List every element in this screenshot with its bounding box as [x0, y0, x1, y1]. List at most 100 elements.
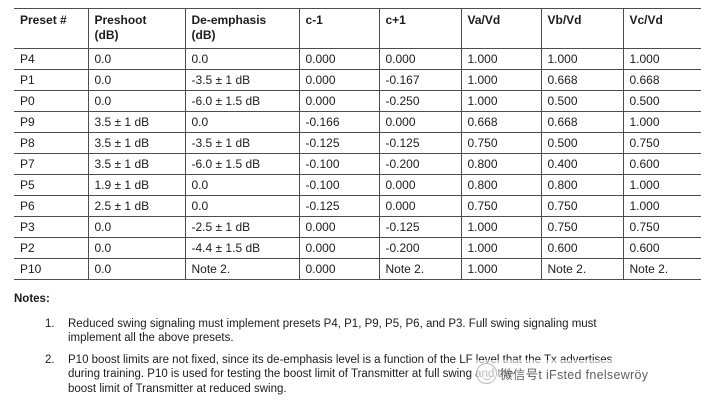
table-cell: 1.000 — [622, 111, 701, 133]
table-cell: 1.000 — [622, 174, 701, 196]
note-text: Reduced swing signaling must implement p… — [68, 317, 597, 345]
table-cell: 0.0 — [87, 90, 185, 112]
table-cell: 0.800 — [540, 174, 623, 196]
note-item: 1. Reduced swing signaling must implement… — [14, 317, 709, 346]
table-cell: 0.0 — [87, 216, 185, 238]
table-cell: -6.0 ± 1.5 dB — [184, 153, 299, 175]
table-cell: 1.000 — [460, 237, 541, 259]
table-cell: -2.5 ± 1 dB — [184, 216, 299, 238]
table-row: P5 1.9 ± 1 dB 0.0 -0.100 0.000 0.800 0.800 1.00… — [14, 174, 701, 196]
table-cell: 0.668 — [540, 69, 623, 91]
table-cell: 0.0 — [184, 48, 299, 70]
notes-section: Notes: 1. Reduced swing signaling must im… — [14, 292, 709, 403]
table-row: P6 2.5 ± 1 dB 0.0 -0.125 0.000 0.750 0.750 1.00… — [14, 195, 701, 217]
table-cell: 0.000 — [298, 258, 379, 280]
table-row: P9 3.5 ± 1 dB 0.0 -0.166 0.000 0.668 0.668 1.00… — [14, 111, 701, 133]
table-row: P2 0.0 -4.4 ± 1.5 dB 0.000 -0.200 1.000 0.600 0… — [14, 237, 701, 259]
table-cell: 0.750 — [540, 216, 623, 238]
table-cell: 1.000 — [622, 195, 701, 217]
table-cell: 1.000 — [460, 258, 541, 280]
table-cell: 0.0 — [87, 258, 185, 280]
table-cell: 0.0 — [87, 69, 185, 91]
column-header: c-1 — [298, 8, 379, 49]
table-cell: 0.0 — [184, 195, 299, 217]
table-cell: -0.125 — [378, 132, 461, 154]
column-header: Va/Vd — [460, 8, 541, 49]
column-header: Preshoot (dB) — [87, 8, 185, 49]
table-cell: -0.167 — [378, 69, 461, 91]
table-cell: 3.5 ± 1 dB — [87, 111, 185, 133]
table-cell: P4 — [14, 48, 88, 70]
table-cell: -0.250 — [378, 90, 461, 112]
table-cell: 0.000 — [378, 48, 461, 70]
table-cell: P2 — [14, 237, 88, 259]
table-row: P10 0.0 Note 2. 0.000 Note 2. 1.000 Note 2. Not… — [14, 258, 701, 280]
table-cell: 0.000 — [298, 69, 379, 91]
table-cell: Note 2. — [622, 258, 701, 280]
table-cell: 1.000 — [460, 216, 541, 238]
table-cell: 0.000 — [298, 237, 379, 259]
table-row: P4 0.0 0.0 0.000 0.000 1.000 1.000 1.000 — [14, 48, 701, 70]
table-cell: -0.200 — [378, 153, 461, 175]
column-header: Vb/Vd — [540, 8, 623, 49]
column-header: Vc/Vd — [622, 8, 701, 49]
table-cell: 1.000 — [460, 69, 541, 91]
table-cell: 1.000 — [622, 48, 701, 70]
table-cell: 0.668 — [622, 69, 701, 91]
column-header: c+1 — [378, 8, 461, 49]
table-cell: -0.200 — [378, 237, 461, 259]
table-cell: P10 — [14, 258, 88, 280]
table-cell: P5 — [14, 174, 88, 196]
table-row: P0 0.0 -6.0 ± 1.5 dB 0.000 -0.250 1.000 0.500 0… — [14, 90, 701, 112]
table-cell: 0.750 — [460, 132, 541, 154]
table-cell: 0.400 — [540, 153, 623, 175]
table-cell: Note 2. — [378, 258, 461, 280]
table-cell: 0.0 — [87, 237, 185, 259]
table-cell: 0.0 — [184, 111, 299, 133]
table-cell: 1.9 ± 1 dB — [87, 174, 185, 196]
table-cell: 0.000 — [298, 90, 379, 112]
notes-list: 1. Reduced swing signaling must implement… — [14, 317, 709, 397]
table-cell: P3 — [14, 216, 88, 238]
table-cell: -0.125 — [378, 216, 461, 238]
table-cell: P9 — [14, 111, 88, 133]
table-row: P8 3.5 ± 1 dB -3.5 ± 1 dB -0.125 -0.125 0.750… — [14, 132, 701, 154]
table-cell: P7 — [14, 153, 88, 175]
table-cell: 0.000 — [378, 174, 461, 196]
table-cell: 0.000 — [378, 195, 461, 217]
table-cell: -0.125 — [298, 195, 379, 217]
table-cell: 3.5 ± 1 dB — [87, 132, 185, 154]
note-item: 2. P10 boost limits are not fixed, since … — [14, 353, 709, 397]
table-cell: 0.000 — [378, 111, 461, 133]
table-cell: 0.0 — [184, 174, 299, 196]
table-row: P7 3.5 ± 1 dB -6.0 ± 1.5 dB -0.100 -0.200 0.8… — [14, 153, 701, 175]
column-header: Preset # — [14, 8, 88, 49]
table-cell: 1.000 — [460, 48, 541, 70]
table-cell: 0.750 — [460, 195, 541, 217]
table-cell: 0.000 — [298, 48, 379, 70]
table-cell: P1 — [14, 69, 88, 91]
table-cell: -3.5 ± 1 dB — [184, 69, 299, 91]
table-cell: Note 2. — [540, 258, 623, 280]
table-row: P3 0.0 -2.5 ± 1 dB 0.000 -0.125 1.000 0.750 0.7… — [14, 216, 701, 238]
column-header: De-emphasis (dB) — [184, 8, 299, 49]
table-cell: P8 — [14, 132, 88, 154]
table-cell: 0.800 — [460, 153, 541, 175]
table-cell: 0.500 — [540, 90, 623, 112]
table-cell: 0.500 — [540, 132, 623, 154]
table-cell: -4.4 ± 1.5 dB — [184, 237, 299, 259]
table-cell: -6.0 ± 1.5 dB — [184, 90, 299, 112]
table-cell: 0.668 — [540, 111, 623, 133]
table-cell: -0.166 — [298, 111, 379, 133]
table-header-row: Preset # Preshoot (dB) De-emphasis (dB) c-1… — [14, 8, 701, 49]
table-cell: 0.750 — [622, 132, 701, 154]
table-cell: 0.750 — [622, 216, 701, 238]
table-cell: 0.600 — [622, 237, 701, 259]
table-cell: 0.750 — [540, 195, 623, 217]
table-cell: -0.100 — [298, 153, 379, 175]
table-cell: 0.800 — [460, 174, 541, 196]
table-cell: Note 2. — [184, 258, 299, 280]
table-cell: -0.125 — [298, 132, 379, 154]
table-cell: 0.000 — [298, 216, 379, 238]
